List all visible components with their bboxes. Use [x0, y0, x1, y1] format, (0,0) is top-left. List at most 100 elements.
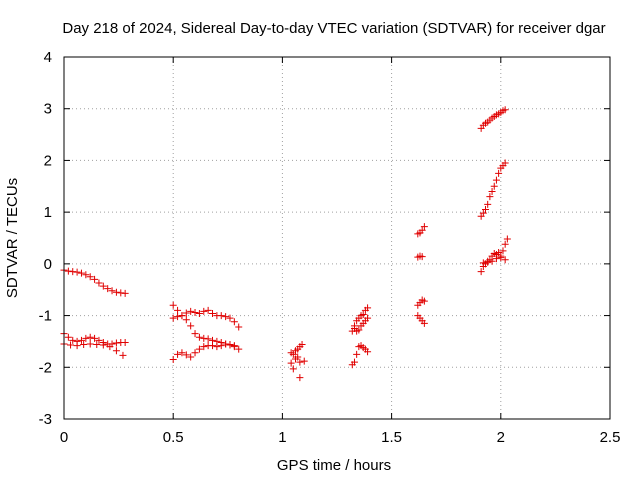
- data-point: [95, 279, 103, 287]
- data-point: [86, 273, 94, 281]
- data-point: [350, 358, 358, 366]
- data-point: [230, 343, 238, 351]
- data-point: [492, 255, 500, 263]
- data-point: [82, 334, 90, 342]
- data-point: [497, 254, 505, 262]
- data-point: [294, 353, 302, 361]
- data-point: [91, 334, 99, 342]
- data-point: [289, 365, 297, 373]
- data-series-s13: [414, 223, 428, 238]
- data-point: [364, 314, 372, 322]
- data-point: [69, 268, 77, 276]
- x-tick-label: 2.5: [600, 429, 621, 446]
- x-tick-label: 0: [60, 429, 68, 446]
- data-point: [178, 349, 186, 357]
- data-point: [235, 323, 243, 331]
- data-point: [169, 301, 177, 309]
- data-series-s11: [350, 314, 372, 335]
- data-point: [477, 268, 485, 276]
- data-point: [353, 350, 361, 358]
- data-series-s17: [477, 106, 509, 132]
- data-point: [495, 248, 503, 256]
- y-axis-tick-labels: -3 -2 -1 0 1 2 3 4: [39, 49, 52, 428]
- data-series-s18: [477, 159, 509, 220]
- data-point: [484, 200, 492, 208]
- data-point: [80, 341, 88, 349]
- data-point: [364, 304, 372, 312]
- data-point: [482, 206, 490, 214]
- data-point: [490, 182, 498, 190]
- plot-frame: [63, 56, 611, 420]
- x-axis-label: GPS time / hours: [277, 457, 391, 474]
- data-point: [174, 350, 182, 358]
- data-point: [95, 336, 103, 344]
- data-point: [501, 159, 509, 167]
- y-tick-label: -1: [39, 308, 52, 325]
- data-point: [298, 341, 306, 349]
- y-tick-label: 0: [44, 256, 52, 273]
- data-point: [191, 330, 199, 338]
- data-point: [420, 223, 428, 231]
- data-point: [191, 349, 199, 357]
- data-point: [195, 310, 203, 318]
- data-point: [420, 319, 428, 327]
- data-point: [108, 287, 116, 295]
- data-point: [174, 313, 182, 321]
- x-axis-tick-labels: 0 0.5 1 1.5 2 2.5: [60, 429, 621, 446]
- x-tick-label: 0.5: [163, 429, 184, 446]
- data-point: [359, 311, 367, 319]
- y-tick-label: 1: [44, 204, 52, 221]
- y-tick-label: 2: [44, 152, 52, 169]
- data-point: [213, 343, 221, 351]
- data-point: [488, 187, 496, 195]
- data-point: [217, 312, 225, 320]
- y-axis-label: SDTVAR / TECUs: [4, 178, 21, 298]
- data-point: [182, 351, 190, 359]
- data-point: [418, 253, 426, 261]
- data-point: [112, 288, 120, 296]
- data-series-s6: [169, 340, 243, 364]
- data-point: [230, 318, 238, 326]
- y-tick-label: -2: [39, 359, 52, 376]
- data-point: [501, 240, 509, 248]
- data-series-s15: [414, 296, 428, 309]
- data-point: [195, 333, 203, 341]
- data-point: [501, 106, 509, 114]
- data-point: [235, 345, 243, 353]
- data-series-s14: [414, 252, 426, 261]
- data-point: [169, 314, 177, 322]
- data-point: [495, 169, 503, 177]
- data-point: [93, 341, 101, 349]
- data-series-s16: [414, 312, 428, 327]
- data-point: [486, 193, 494, 201]
- data-series-s8: [287, 353, 304, 373]
- chart-title: Day 218 of 2024, Sidereal Day-to-day VTE…: [62, 20, 605, 37]
- data-point: [287, 359, 295, 367]
- data-point: [222, 340, 230, 348]
- data-point: [86, 340, 94, 348]
- data-point: [209, 310, 217, 318]
- data-point: [355, 326, 363, 334]
- y-tick-label: 3: [44, 101, 52, 118]
- data-series-s12: [348, 342, 372, 369]
- data-point: [64, 333, 72, 341]
- data-point: [69, 336, 77, 344]
- data-point: [289, 350, 297, 358]
- data-point: [121, 289, 129, 297]
- data-point: [226, 341, 234, 349]
- data-point: [182, 316, 190, 324]
- data-point: [479, 259, 487, 267]
- data-point: [200, 343, 208, 351]
- data-point: [222, 313, 230, 321]
- data-point: [169, 356, 177, 364]
- data-point: [488, 257, 496, 265]
- data-point: [77, 336, 85, 344]
- data-point: [200, 307, 208, 315]
- data-point: [296, 358, 304, 366]
- data-point: [364, 348, 372, 356]
- data-point: [492, 176, 500, 184]
- data-point: [187, 322, 195, 330]
- data-point: [119, 351, 127, 359]
- data-point: [200, 334, 208, 342]
